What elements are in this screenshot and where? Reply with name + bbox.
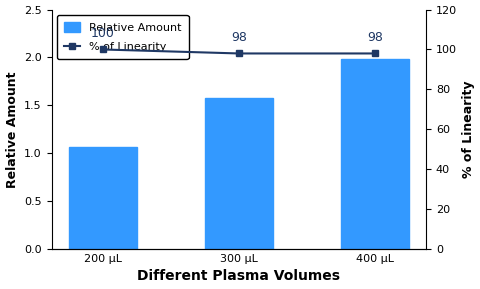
Bar <box>69 147 136 249</box>
Text: 98: 98 <box>230 31 246 44</box>
Y-axis label: Relative Amount: Relative Amount <box>6 71 19 188</box>
Bar <box>204 98 272 249</box>
X-axis label: Different Plasma Volumes: Different Plasma Volumes <box>137 269 340 284</box>
Text: 100: 100 <box>91 27 114 40</box>
Y-axis label: % of Linearity: % of Linearity <box>461 81 474 178</box>
Bar <box>340 59 408 249</box>
Legend: Relative Amount, % of Linearity: Relative Amount, % of Linearity <box>57 15 188 59</box>
Text: 98: 98 <box>366 31 382 44</box>
